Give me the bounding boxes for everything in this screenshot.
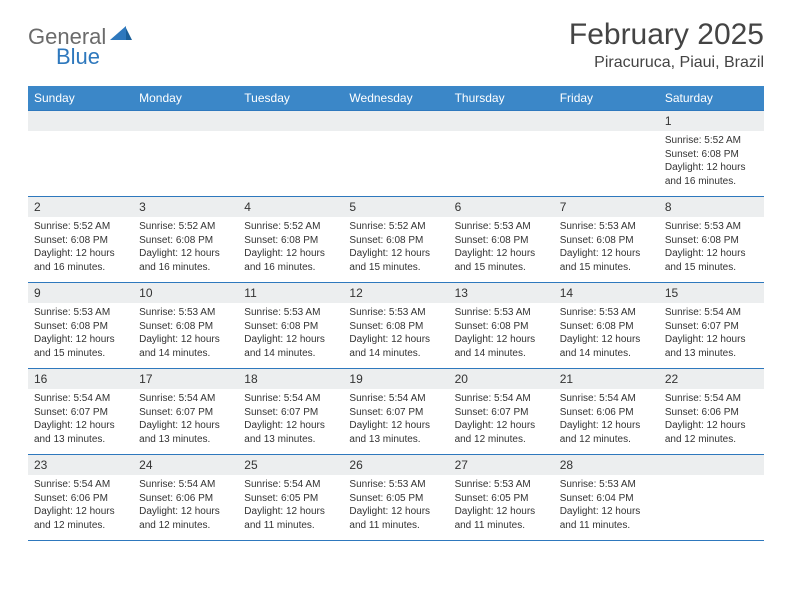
day-number: 14	[554, 283, 659, 303]
logo-sail-icon	[110, 26, 132, 49]
day-details: Sunrise: 5:54 AM Sunset: 6:07 PM Dayligh…	[238, 389, 343, 454]
dow-thursday: Thursday	[449, 86, 554, 110]
day-number: 10	[133, 283, 238, 303]
day-number: 25	[238, 455, 343, 475]
day-details: Sunrise: 5:54 AM Sunset: 6:07 PM Dayligh…	[343, 389, 448, 454]
day-details: Sunrise: 5:53 AM Sunset: 6:05 PM Dayligh…	[449, 475, 554, 540]
day-details: Sunrise: 5:54 AM Sunset: 6:06 PM Dayligh…	[28, 475, 133, 540]
day-number: 27	[449, 455, 554, 475]
day-details: Sunrise: 5:53 AM Sunset: 6:08 PM Dayligh…	[554, 303, 659, 368]
logo: General Blue	[28, 18, 132, 50]
day-details: Sunrise: 5:53 AM Sunset: 6:08 PM Dayligh…	[659, 217, 764, 282]
day-details: Sunrise: 5:54 AM Sunset: 6:06 PM Dayligh…	[133, 475, 238, 540]
day-number: 11	[238, 283, 343, 303]
day-details	[133, 131, 238, 196]
day-number: 15	[659, 283, 764, 303]
day-details: Sunrise: 5:54 AM Sunset: 6:07 PM Dayligh…	[28, 389, 133, 454]
day-details: Sunrise: 5:53 AM Sunset: 6:04 PM Dayligh…	[554, 475, 659, 540]
day-of-week-header: Sunday Monday Tuesday Wednesday Thursday…	[28, 86, 764, 110]
dow-monday: Monday	[133, 86, 238, 110]
day-number: 26	[343, 455, 448, 475]
day-number: 18	[238, 369, 343, 389]
weeks-container: 1Sunrise: 5:52 AM Sunset: 6:08 PM Daylig…	[28, 110, 764, 540]
day-details	[554, 131, 659, 196]
day-number: 3	[133, 197, 238, 217]
day-number: 28	[554, 455, 659, 475]
dow-friday: Friday	[554, 86, 659, 110]
day-number: 23	[28, 455, 133, 475]
day-details: Sunrise: 5:54 AM Sunset: 6:07 PM Dayligh…	[133, 389, 238, 454]
day-details	[449, 131, 554, 196]
dow-saturday: Saturday	[659, 86, 764, 110]
dow-tuesday: Tuesday	[238, 86, 343, 110]
day-number: 24	[133, 455, 238, 475]
day-details	[28, 131, 133, 196]
day-details: Sunrise: 5:52 AM Sunset: 6:08 PM Dayligh…	[28, 217, 133, 282]
day-number: 20	[449, 369, 554, 389]
header: General Blue February 2025 Piracuruca, P…	[28, 18, 764, 72]
day-details: Sunrise: 5:54 AM Sunset: 6:06 PM Dayligh…	[659, 389, 764, 454]
day-details: Sunrise: 5:52 AM Sunset: 6:08 PM Dayligh…	[659, 131, 764, 196]
bottom-rule	[28, 540, 764, 541]
day-details: Sunrise: 5:54 AM Sunset: 6:06 PM Dayligh…	[554, 389, 659, 454]
day-number: 5	[343, 197, 448, 217]
day-details: Sunrise: 5:54 AM Sunset: 6:07 PM Dayligh…	[659, 303, 764, 368]
day-details: Sunrise: 5:53 AM Sunset: 6:05 PM Dayligh…	[343, 475, 448, 540]
day-number: 19	[343, 369, 448, 389]
day-number: 6	[449, 197, 554, 217]
day-number: 22	[659, 369, 764, 389]
logo-word-2: Blue	[56, 44, 100, 70]
day-details: Sunrise: 5:53 AM Sunset: 6:08 PM Dayligh…	[133, 303, 238, 368]
day-details: Sunrise: 5:54 AM Sunset: 6:07 PM Dayligh…	[449, 389, 554, 454]
day-number	[238, 111, 343, 131]
day-details: Sunrise: 5:53 AM Sunset: 6:08 PM Dayligh…	[28, 303, 133, 368]
day-number: 13	[449, 283, 554, 303]
day-details	[659, 475, 764, 540]
day-details	[343, 131, 448, 196]
day-number: 17	[133, 369, 238, 389]
day-details: Sunrise: 5:53 AM Sunset: 6:08 PM Dayligh…	[343, 303, 448, 368]
day-details: Sunrise: 5:52 AM Sunset: 6:08 PM Dayligh…	[238, 217, 343, 282]
location-text: Piracuruca, Piaui, Brazil	[569, 54, 764, 72]
day-number: 9	[28, 283, 133, 303]
dow-wednesday: Wednesday	[343, 86, 448, 110]
day-number: 1	[659, 111, 764, 131]
day-details: Sunrise: 5:53 AM Sunset: 6:08 PM Dayligh…	[449, 217, 554, 282]
dow-sunday: Sunday	[28, 86, 133, 110]
day-number: 21	[554, 369, 659, 389]
day-number: 12	[343, 283, 448, 303]
day-number: 8	[659, 197, 764, 217]
day-number	[554, 111, 659, 131]
day-number: 7	[554, 197, 659, 217]
day-number: 16	[28, 369, 133, 389]
day-number	[133, 111, 238, 131]
day-details: Sunrise: 5:53 AM Sunset: 6:08 PM Dayligh…	[238, 303, 343, 368]
day-number: 2	[28, 197, 133, 217]
day-number	[28, 111, 133, 131]
day-details: Sunrise: 5:53 AM Sunset: 6:08 PM Dayligh…	[449, 303, 554, 368]
day-number	[659, 455, 764, 475]
calendar: Sunday Monday Tuesday Wednesday Thursday…	[28, 86, 764, 541]
day-details: Sunrise: 5:52 AM Sunset: 6:08 PM Dayligh…	[343, 217, 448, 282]
day-details: Sunrise: 5:54 AM Sunset: 6:05 PM Dayligh…	[238, 475, 343, 540]
day-details	[238, 131, 343, 196]
title-block: February 2025 Piracuruca, Piaui, Brazil	[569, 18, 764, 72]
day-number	[343, 111, 448, 131]
month-title: February 2025	[569, 18, 764, 52]
day-details: Sunrise: 5:52 AM Sunset: 6:08 PM Dayligh…	[133, 217, 238, 282]
day-details: Sunrise: 5:53 AM Sunset: 6:08 PM Dayligh…	[554, 217, 659, 282]
day-number: 4	[238, 197, 343, 217]
day-number	[449, 111, 554, 131]
